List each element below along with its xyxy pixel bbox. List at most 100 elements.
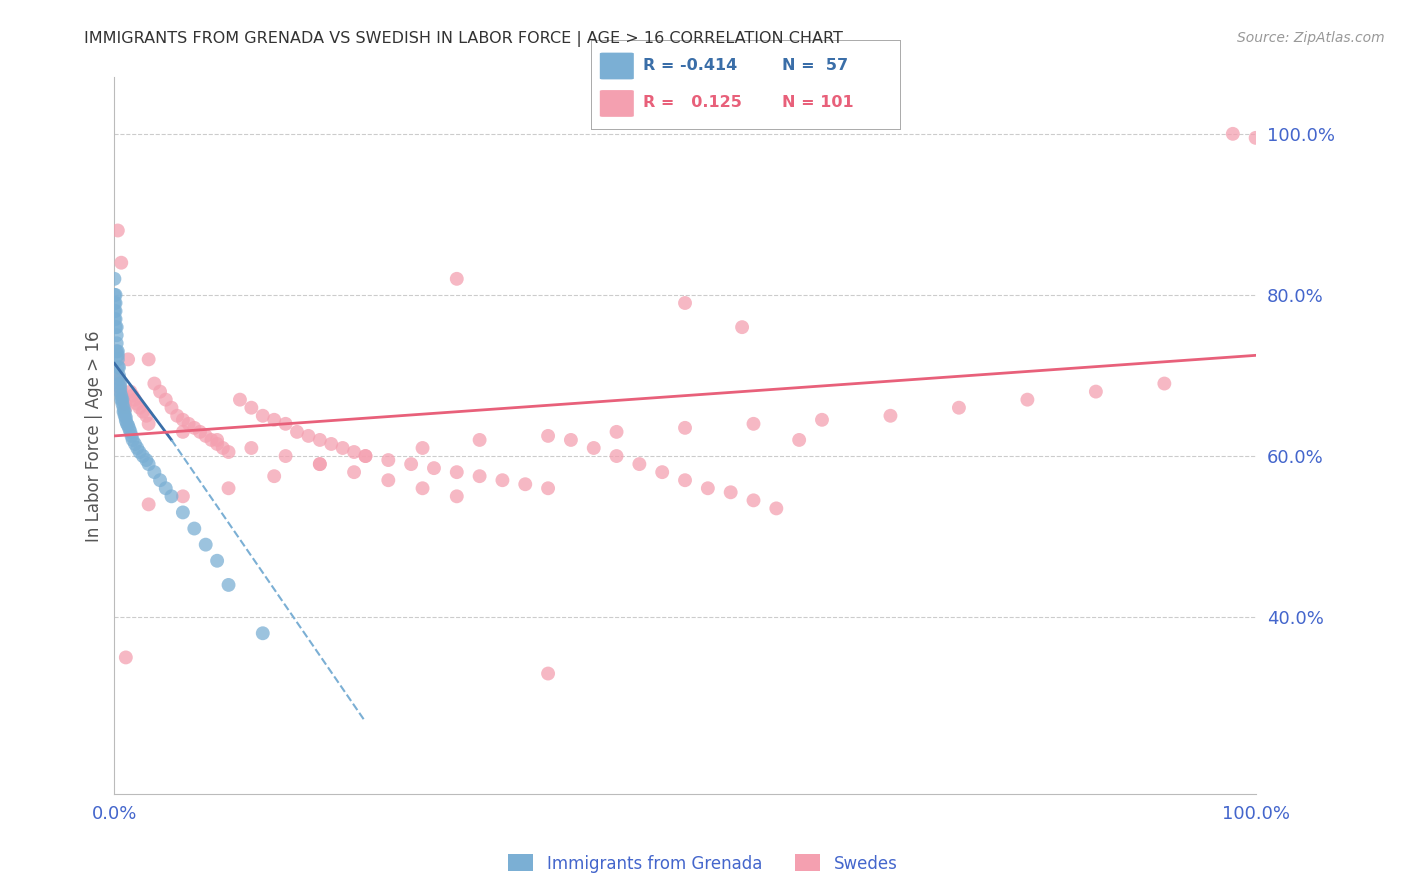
Point	[155, 481, 177, 495]
Point	[160, 489, 183, 503]
Point	[166, 409, 188, 423]
Point	[124, 392, 146, 407]
Point	[343, 445, 366, 459]
Point	[354, 449, 377, 463]
Point	[218, 578, 240, 592]
Point	[673, 421, 696, 435]
Point	[673, 296, 696, 310]
Point	[104, 344, 127, 359]
Text: N = 101: N = 101	[782, 95, 853, 110]
Point	[742, 493, 765, 508]
Point	[138, 352, 160, 367]
Point	[229, 392, 252, 407]
Point	[135, 453, 157, 467]
Point	[297, 429, 319, 443]
Point	[112, 401, 135, 415]
Point	[107, 372, 129, 386]
Point	[105, 344, 128, 359]
Point	[194, 538, 217, 552]
Point	[103, 272, 125, 286]
Point	[132, 405, 155, 419]
Point	[138, 497, 160, 511]
Point	[108, 368, 131, 383]
Point	[787, 433, 810, 447]
Point	[128, 401, 150, 415]
Point	[651, 465, 673, 479]
Point	[274, 449, 297, 463]
Point	[742, 417, 765, 431]
Point	[107, 352, 129, 367]
Point	[332, 441, 354, 455]
Point	[103, 304, 125, 318]
Point	[377, 453, 399, 467]
Point	[172, 489, 194, 503]
Point	[108, 376, 131, 391]
Point	[537, 666, 560, 681]
Point	[138, 417, 160, 431]
Point	[124, 437, 146, 451]
Point	[537, 429, 560, 443]
Point	[104, 304, 127, 318]
Point	[112, 392, 135, 407]
Point	[468, 433, 491, 447]
Point	[811, 413, 834, 427]
Point	[696, 481, 718, 495]
FancyBboxPatch shape	[600, 90, 634, 117]
Point	[177, 417, 200, 431]
Point	[114, 414, 136, 428]
Point	[108, 380, 131, 394]
Point	[127, 441, 149, 455]
Point	[127, 397, 149, 411]
Point	[673, 473, 696, 487]
Point	[343, 465, 366, 479]
Point	[172, 413, 194, 427]
Point	[879, 409, 901, 423]
Point	[117, 418, 139, 433]
Point	[194, 429, 217, 443]
Point	[149, 473, 172, 487]
Point	[537, 481, 560, 495]
Point	[731, 320, 754, 334]
Point	[111, 392, 134, 407]
Point	[274, 417, 297, 431]
Point	[104, 312, 127, 326]
Legend: Immigrants from Grenada, Swedes: Immigrants from Grenada, Swedes	[502, 847, 904, 880]
Point	[200, 433, 222, 447]
Point	[354, 449, 377, 463]
Point	[108, 376, 131, 391]
Point	[104, 320, 127, 334]
Point	[103, 296, 125, 310]
Point	[308, 433, 330, 447]
Point	[128, 445, 150, 459]
Point	[172, 505, 194, 519]
Point	[1222, 127, 1244, 141]
Point	[399, 457, 422, 471]
Point	[412, 481, 434, 495]
Point	[114, 650, 136, 665]
Point	[183, 522, 205, 536]
Point	[111, 389, 134, 403]
Point	[423, 461, 446, 475]
Point	[160, 401, 183, 415]
Point	[108, 380, 131, 394]
Point	[111, 397, 134, 411]
Point	[108, 360, 131, 375]
Point	[103, 288, 125, 302]
Point	[218, 481, 240, 495]
Point	[114, 409, 136, 423]
Point	[114, 405, 136, 419]
Point	[110, 384, 132, 399]
Point	[765, 501, 787, 516]
Point	[321, 437, 343, 451]
Point	[103, 312, 125, 326]
Point	[138, 457, 160, 471]
Point	[948, 401, 970, 415]
Point	[143, 465, 166, 479]
Point	[114, 410, 136, 425]
Point	[582, 441, 605, 455]
Text: IMMIGRANTS FROM GRENADA VS SWEDISH IN LABOR FORCE | AGE > 16 CORRELATION CHART: IMMIGRANTS FROM GRENADA VS SWEDISH IN LA…	[84, 31, 844, 47]
Point	[107, 344, 129, 359]
Point	[628, 457, 651, 471]
Point	[135, 409, 157, 423]
Point	[377, 473, 399, 487]
